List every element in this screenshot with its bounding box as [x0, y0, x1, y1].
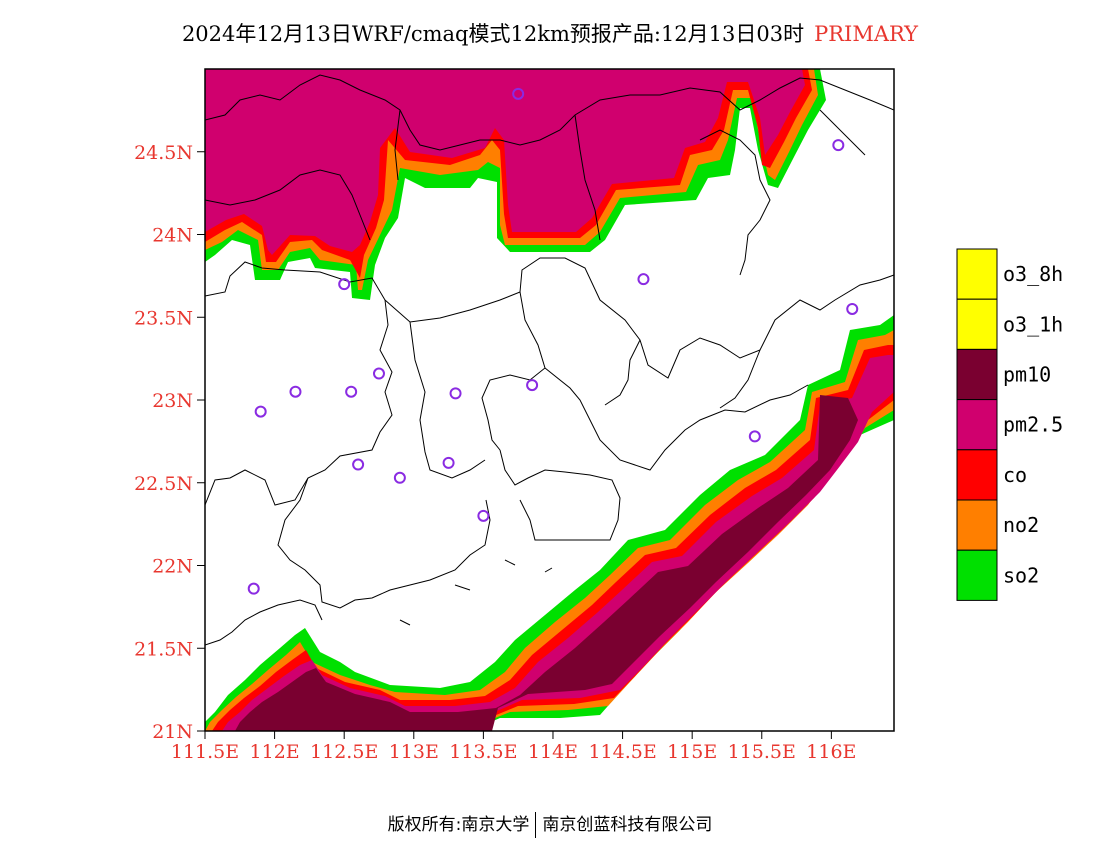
lat-tick-label: 23.5N [134, 307, 193, 329]
legend-swatch [956, 549, 998, 601]
legend-swatch [956, 499, 998, 551]
longitude-axis: 111.5E 112E 112.5E 113E 113.5E 114E 114.5E 115E… [171, 731, 856, 763]
station-marker [449, 387, 462, 400]
footer-right: 南京创蓝科技有限公司 [542, 815, 713, 835]
station-marker [846, 302, 859, 315]
lat-tick-label: 24N [152, 225, 193, 247]
station-marker [345, 385, 358, 398]
lon-tick-label: 112.5E [310, 741, 378, 763]
legend-swatch [956, 348, 998, 401]
boundary-lines [205, 74, 894, 646]
lon-tick-label: 113E [389, 741, 439, 763]
station-marker [512, 87, 525, 100]
lon-tick-label: 113.5E [449, 741, 517, 763]
pollutant-layer [205, 69, 894, 731]
legend: o3_8h o3_1h pm10 pm2.5 co no2 so2 [956, 248, 1063, 601]
lon-tick-label: 112E [250, 741, 300, 763]
footer-left: 版权所有:南京大学 [387, 815, 530, 835]
station-marker [289, 385, 302, 398]
station-marker [832, 139, 845, 152]
station-marker [477, 509, 490, 522]
footer-separator [535, 812, 537, 838]
lon-tick-label: 114.5E [588, 741, 656, 763]
station-marker [393, 471, 406, 484]
station-marker [338, 278, 351, 291]
lat-tick-label: 22N [152, 556, 193, 578]
latitude-axis: 24.5N 24N 23.5N 23N 22.5N 22N 21.5N 21N [134, 142, 205, 743]
legend-label: o3_1h [1003, 312, 1063, 336]
legend-label: so2 [1003, 563, 1039, 587]
legend-label: no2 [1003, 513, 1039, 537]
legend-label: pm2.5 [1003, 413, 1063, 437]
lon-tick-label: 115E [667, 741, 717, 763]
north-pm25 [205, 69, 805, 255]
lon-tick-label: 116E [806, 741, 856, 763]
legend-swatch [956, 399, 998, 451]
legend-label: co [1003, 463, 1027, 487]
station-marker [254, 405, 267, 418]
station-marker [247, 582, 260, 595]
station-marker [748, 430, 761, 443]
lon-tick-label: 114E [528, 741, 578, 763]
station-marker [526, 379, 539, 392]
legend-swatch [956, 248, 998, 300]
lon-tick-label: 115.5E [728, 741, 796, 763]
lat-tick-label: 23N [152, 390, 193, 412]
primary-tag: PRIMARY [814, 22, 919, 46]
south-pm10 [235, 395, 858, 731]
lat-tick-label: 21.5N [134, 638, 193, 660]
legend-label: o3_8h [1003, 262, 1063, 286]
map-title-text: 2024年12月13日WRF/cmaq模式12km预报产品:12月13日03时 [181, 22, 805, 46]
legend-label: pm10 [1003, 363, 1051, 387]
station-marker [637, 273, 650, 286]
lat-tick-label: 22.5N [134, 473, 193, 495]
lat-tick-label: 24.5N [134, 142, 193, 164]
lat-tick-label: 21N [152, 721, 193, 743]
station-markers [247, 87, 859, 595]
station-marker [372, 367, 385, 380]
footer: 版权所有:南京大学 南京创蓝科技有限公司 [0, 810, 1100, 838]
legend-swatch [956, 449, 998, 501]
station-marker [352, 458, 365, 471]
legend-swatch [956, 298, 998, 350]
map-title: 2024年12月13日WRF/cmaq模式12km预报产品:12月13日03时 P… [0, 18, 1100, 48]
station-marker [442, 456, 455, 469]
lon-tick-label: 111.5E [171, 741, 239, 763]
